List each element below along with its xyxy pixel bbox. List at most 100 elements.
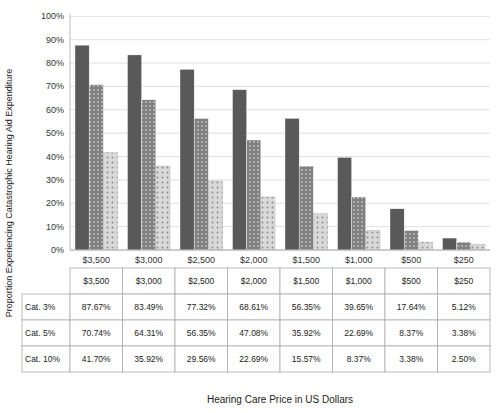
table-cell-text: 17.64%: [397, 302, 426, 312]
table-cell-text: 35.92%: [134, 354, 163, 364]
table-cell: [70, 346, 123, 372]
table-cell: [228, 346, 281, 372]
bar: [442, 238, 456, 250]
table-cell-text: 64.31%: [134, 328, 163, 338]
table-cell: [175, 346, 228, 372]
table-header-text: $1,500: [293, 276, 319, 286]
y-tick-label: 80%: [46, 58, 64, 68]
table-cell-text: 83.49%: [134, 302, 163, 312]
table-cell-text: 15.57%: [292, 354, 321, 364]
bars: [75, 45, 485, 250]
bar: [313, 214, 327, 250]
x-axis-label: Hearing Care Price in US Dollars: [207, 394, 353, 405]
y-tick-label: 40%: [46, 152, 64, 162]
y-tick-label: 70%: [46, 81, 64, 91]
bar: [103, 153, 117, 250]
table-cell-text: 8.37%: [399, 328, 424, 338]
y-tick-label: 100%: [41, 11, 64, 21]
bar: [418, 242, 432, 250]
table-header-text: $2,500: [188, 276, 214, 286]
table-cell: [123, 346, 176, 372]
table-row-label: Cat. 5%: [25, 328, 56, 338]
x-axis-line: [70, 250, 490, 251]
table-cell: [70, 320, 123, 346]
table-cell-text: 3.38%: [452, 328, 477, 338]
grid-line: [70, 16, 490, 17]
table-cell-text: 41.70%: [82, 354, 111, 364]
bar: [285, 118, 299, 250]
bar: [366, 230, 380, 250]
bar: [180, 69, 194, 250]
y-tick-label: 30%: [46, 175, 64, 185]
table-row-label: Cat. 10%: [25, 354, 60, 364]
y-tick-label: 10%: [46, 222, 64, 232]
grid-line: [70, 39, 490, 40]
x-tick-label: $1,000: [345, 255, 373, 265]
table-header-text: $3,000: [136, 276, 162, 286]
bar: [194, 118, 208, 250]
table-header-cell: [175, 268, 228, 294]
table-cell-text: 56.35%: [187, 328, 216, 338]
bar: [208, 181, 222, 250]
table: $3,500$3,000$2,500$2,000$1,500$1,000$500…: [22, 268, 490, 372]
table-header-text: $500: [402, 276, 421, 286]
table-cell-text: 68.61%: [239, 302, 268, 312]
bar: [89, 85, 103, 250]
table-cell-text: 87.67%: [82, 302, 111, 312]
table-header-text: $250: [454, 276, 473, 286]
y-axis-label: Proportion Experiencing Catastrophic Hea…: [4, 69, 14, 318]
table-cell: [333, 346, 386, 372]
x-tick-label: $3,000: [135, 255, 163, 265]
table-cell: [175, 320, 228, 346]
table-cell-text: 47.08%: [239, 328, 268, 338]
table-cell-text: 29.56%: [187, 354, 216, 364]
table-cell-text: 2.50%: [452, 354, 477, 364]
y-tick-label: 0%: [51, 245, 64, 255]
bar: [390, 209, 404, 250]
table-header-cell: [333, 268, 386, 294]
table-cell-text: 70.74%: [82, 328, 111, 338]
x-tick-label: $3,500: [82, 255, 110, 265]
table-header-text: $1,000: [346, 276, 372, 286]
table-cell: [70, 294, 123, 320]
chart: 0%10%20%30%40%50%60%70%80%90%100%$3,500$…: [0, 0, 500, 413]
bar: [352, 197, 366, 250]
table-cell: [438, 320, 491, 346]
bar: [299, 166, 313, 250]
table-row-label-cell: [22, 346, 70, 372]
y-axis-line: [70, 14, 71, 250]
y-tick-label: 20%: [46, 198, 64, 208]
table-cell: [438, 346, 491, 372]
table-cell: [280, 346, 333, 372]
table-header-cell: [438, 268, 491, 294]
table-cell: [438, 294, 491, 320]
table-cell-text: 39.65%: [344, 302, 373, 312]
table-header-cell: [385, 268, 438, 294]
bar: [404, 230, 418, 250]
bar: [247, 140, 261, 250]
table-cell-text: 56.35%: [292, 302, 321, 312]
bar: [471, 244, 485, 250]
table-cell: [175, 294, 228, 320]
table-cell-text: 22.69%: [239, 354, 268, 364]
table-cell-text: 35.92%: [292, 328, 321, 338]
y-tick-label: 60%: [46, 105, 64, 115]
x-tick-label: $1,500: [292, 255, 320, 265]
table-cell-text: 8.37%: [347, 354, 372, 364]
table-cell: [228, 320, 281, 346]
bar: [127, 55, 141, 250]
bar: [142, 100, 156, 250]
table-cell-text: 77.32%: [187, 302, 216, 312]
table-cell: [385, 320, 438, 346]
table-header-text: $2,000: [241, 276, 267, 286]
bar: [232, 90, 246, 250]
table-cell: [280, 320, 333, 346]
table-cell: [123, 320, 176, 346]
table-cell: [385, 346, 438, 372]
table-cell: [333, 320, 386, 346]
table-cell: [123, 294, 176, 320]
table-row-label-cell: [22, 294, 70, 320]
table-cell: [385, 294, 438, 320]
table-header-cell: [280, 268, 333, 294]
table-header-cell: [123, 268, 176, 294]
